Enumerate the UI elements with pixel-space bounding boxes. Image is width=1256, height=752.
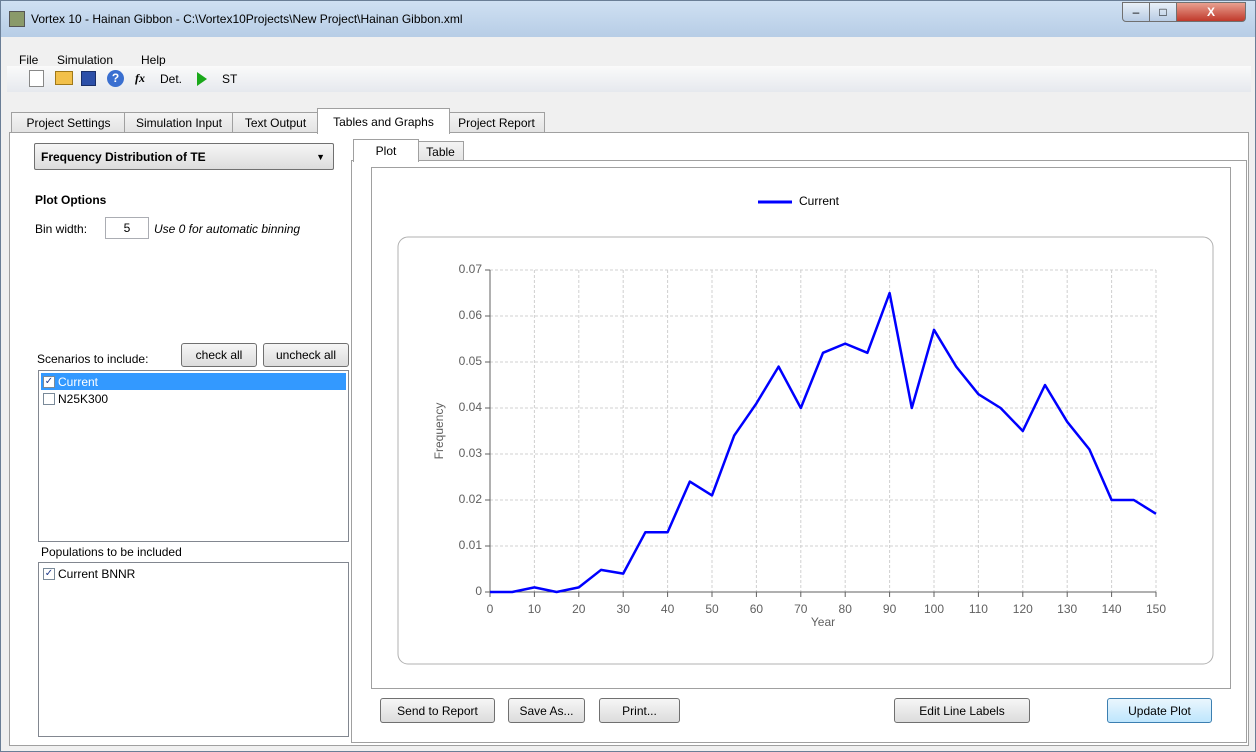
plot-frame bbox=[397, 236, 1214, 665]
section-title: Plot Options bbox=[35, 193, 107, 207]
dropdown-arrow: ▼ bbox=[316, 151, 325, 162]
x-tick-label: 110 bbox=[969, 602, 988, 616]
y-tick-label: 0.05 bbox=[459, 354, 483, 368]
menu-item[interactable]: Help bbox=[141, 53, 166, 67]
y-axis-label: Frequency bbox=[432, 403, 446, 460]
x-tick-label: 40 bbox=[661, 602, 675, 616]
minimize-button[interactable]: – bbox=[1122, 2, 1150, 22]
run-icon[interactable] bbox=[197, 72, 207, 86]
checkbox[interactable]: ✓ bbox=[43, 375, 55, 388]
subtab[interactable]: Table bbox=[417, 141, 464, 162]
checkbox[interactable] bbox=[43, 392, 55, 405]
label: Populations to be included bbox=[41, 545, 182, 559]
menu-item[interactable]: Simulation bbox=[57, 53, 114, 67]
y-tick-label: 0 bbox=[475, 584, 482, 598]
print-button[interactable]: Print... bbox=[599, 698, 680, 723]
save-icon[interactable] bbox=[81, 71, 96, 86]
y-tick-label: 0.07 bbox=[459, 262, 483, 276]
menu-item[interactable]: File bbox=[19, 53, 39, 67]
tab[interactable]: Text Output bbox=[232, 112, 319, 133]
check-all-button[interactable]: check all bbox=[181, 343, 257, 367]
subtab[interactable]: Plot bbox=[353, 139, 419, 162]
item-label: Current bbox=[58, 374, 99, 389]
hint: Use 0 for automatic binning bbox=[154, 222, 301, 236]
window-title: Vortex 10 - Hainan Gibbon - C:\Vortex10P… bbox=[31, 12, 463, 26]
legend-label: Current bbox=[799, 194, 840, 208]
list-item[interactable]: ✓ Current BNNR bbox=[41, 565, 346, 582]
y-tick-label: 0.04 bbox=[459, 400, 483, 414]
x-tick-label: 20 bbox=[572, 602, 586, 616]
title-bar: Vortex 10 - Hainan Gibbon - C:\Vortex10P… bbox=[1, 1, 1255, 37]
update-plot-button[interactable]: Update Plot bbox=[1107, 698, 1212, 723]
population-list: ✓ Current BNNR bbox=[38, 562, 349, 737]
send-to-report-button[interactable]: Send to Report bbox=[380, 698, 495, 723]
y-tick-label: 0.01 bbox=[459, 538, 483, 552]
item-label: N25K300 bbox=[58, 391, 109, 406]
open-icon[interactable] bbox=[55, 71, 73, 85]
tab[interactable]: Simulation Input bbox=[124, 112, 234, 133]
app-icon bbox=[9, 11, 25, 27]
view-dropdown[interactable]: Frequency Distribution of TE ▼ bbox=[34, 143, 334, 170]
toolbar: ? fx Det. ST bbox=[7, 66, 1251, 92]
toolbar-button[interactable]: ST bbox=[222, 72, 238, 86]
x-tick-label: 90 bbox=[883, 602, 897, 616]
maximize-button[interactable]: □ bbox=[1149, 2, 1177, 22]
uncheck-all-button[interactable]: uncheck all bbox=[263, 343, 349, 367]
list-item[interactable]: N25K300 bbox=[41, 390, 346, 407]
close-button[interactable]: X bbox=[1176, 2, 1246, 22]
tab[interactable]: Tables and Graphs bbox=[317, 108, 450, 134]
x-tick-label: 120 bbox=[1013, 602, 1033, 616]
dropdown-text: Frequency Distribution of TE bbox=[41, 149, 206, 164]
function-icon[interactable]: fx bbox=[135, 71, 145, 85]
item-label: Current BNNR bbox=[58, 566, 136, 581]
x-tick-label: 140 bbox=[1102, 602, 1122, 616]
x-tick-label: 10 bbox=[528, 602, 542, 616]
x-tick-label: 70 bbox=[794, 602, 808, 616]
list-item[interactable]: ✓ Current bbox=[41, 373, 346, 390]
x-tick-label: 50 bbox=[705, 602, 719, 616]
x-tick-label: 60 bbox=[750, 602, 764, 616]
data-line bbox=[490, 291, 1157, 594]
bin-width-input[interactable]: 5 bbox=[105, 217, 149, 239]
checkbox[interactable]: ✓ bbox=[43, 567, 55, 580]
y-tick-label: 0.03 bbox=[459, 446, 483, 460]
help-icon[interactable]: ? bbox=[107, 70, 124, 87]
edit-line-labels-button[interactable]: Edit Line Labels bbox=[894, 698, 1030, 723]
y-tick-label: 0.06 bbox=[459, 308, 483, 322]
y-tick-label: 0.02 bbox=[459, 492, 483, 506]
x-tick-label: 100 bbox=[924, 602, 944, 616]
x-tick-label: 150 bbox=[1146, 602, 1166, 616]
label: Scenarios to include: bbox=[37, 352, 149, 366]
chart: 0 0.01 0.02 0.03 0.04 0.05 0.06 0.07 0 10 20 30 40 50… bbox=[371, 167, 1231, 689]
tab[interactable]: Project Report bbox=[448, 112, 545, 133]
label: Bin width: bbox=[35, 222, 88, 236]
x-tick-label: 130 bbox=[1057, 602, 1077, 616]
x-tick-label: 30 bbox=[617, 602, 631, 616]
toolbar-button[interactable]: Det. bbox=[160, 72, 183, 86]
x-tick-label: 80 bbox=[839, 602, 853, 616]
scenario-list: ✓ Current N25K300 bbox=[38, 370, 349, 542]
save-as-button[interactable]: Save As... bbox=[508, 698, 585, 723]
new-icon[interactable] bbox=[29, 70, 44, 87]
x-axis-label: Year bbox=[811, 615, 835, 629]
tab[interactable]: Project Settings bbox=[11, 112, 126, 133]
x-tick-label: 0 bbox=[487, 602, 494, 616]
